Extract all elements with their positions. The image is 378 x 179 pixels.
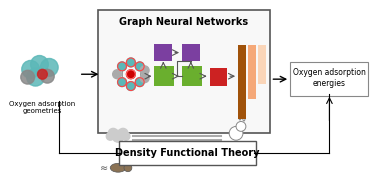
Text: Density Functional Theory: Density Functional Theory (115, 148, 259, 158)
Circle shape (22, 61, 39, 78)
Ellipse shape (110, 163, 126, 172)
Circle shape (108, 128, 118, 138)
FancyBboxPatch shape (119, 141, 256, 165)
Circle shape (21, 70, 34, 84)
Circle shape (122, 132, 130, 140)
Circle shape (31, 55, 48, 73)
Bar (248, 45, 256, 99)
Circle shape (118, 78, 127, 87)
Text: Oxygen adsorption
geometries: Oxygen adsorption geometries (9, 101, 76, 114)
Circle shape (127, 82, 135, 90)
FancyBboxPatch shape (182, 66, 201, 86)
Circle shape (118, 62, 127, 71)
Text: Graph Neural Networks: Graph Neural Networks (119, 17, 248, 27)
Circle shape (229, 126, 243, 140)
Text: Oxygen adsorption
energies: Oxygen adsorption energies (293, 69, 366, 88)
Circle shape (118, 128, 128, 138)
Circle shape (106, 132, 114, 140)
Circle shape (135, 78, 144, 87)
Ellipse shape (243, 114, 245, 121)
Bar (238, 45, 246, 118)
FancyBboxPatch shape (155, 44, 172, 61)
Circle shape (140, 66, 149, 75)
FancyBboxPatch shape (290, 62, 368, 96)
Circle shape (40, 59, 58, 76)
Circle shape (37, 69, 47, 79)
Circle shape (236, 122, 246, 131)
FancyBboxPatch shape (155, 66, 174, 86)
Circle shape (112, 130, 124, 142)
FancyBboxPatch shape (209, 68, 227, 86)
Text: ≈: ≈ (101, 163, 108, 173)
Circle shape (127, 58, 135, 67)
FancyBboxPatch shape (98, 10, 270, 133)
Bar (258, 45, 265, 84)
Circle shape (140, 74, 149, 83)
Circle shape (27, 68, 44, 86)
Circle shape (113, 70, 122, 79)
Circle shape (40, 69, 54, 83)
FancyBboxPatch shape (182, 44, 200, 61)
Circle shape (127, 70, 135, 79)
Circle shape (124, 164, 132, 172)
Ellipse shape (239, 113, 241, 120)
Circle shape (135, 62, 144, 71)
